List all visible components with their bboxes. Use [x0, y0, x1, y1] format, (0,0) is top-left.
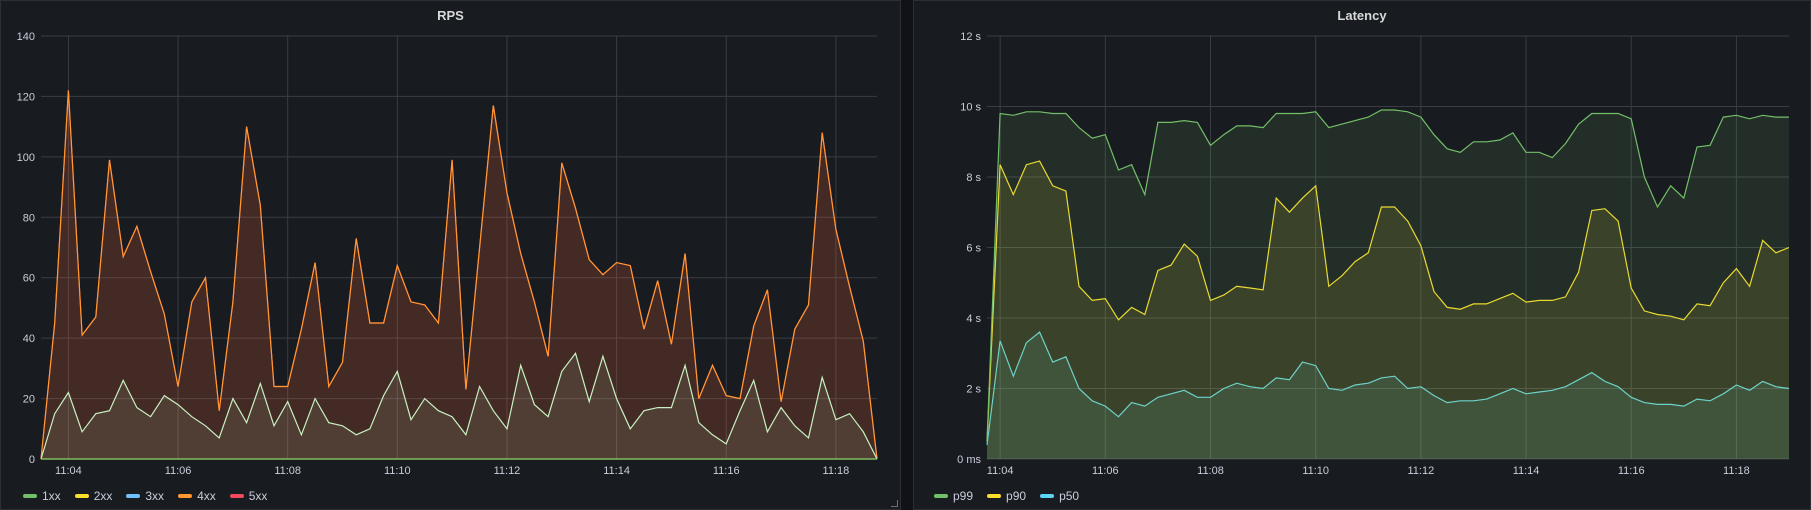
x-tick-label: 11:06 — [165, 465, 192, 477]
y-tick-label: 6 s — [966, 243, 981, 255]
series-area-3xx — [41, 353, 877, 459]
legend-item-5xx[interactable]: 5xx — [229, 489, 268, 503]
legend-label: 3xx — [145, 489, 165, 503]
y-tick-label: 10 s — [960, 102, 981, 114]
legend-swatch — [229, 494, 244, 498]
series-line-p99[interactable] — [986, 109, 1789, 442]
legend-item-2xx[interactable]: 2xx — [74, 489, 113, 503]
y-tick-label: 120 — [17, 91, 35, 103]
x-tick-label: 11:18 — [823, 465, 850, 477]
y-tick-label: 0 ms — [957, 454, 981, 466]
series-line-3xx[interactable] — [40, 351, 878, 460]
series-area-p99 — [987, 110, 1789, 459]
series-line-4xx[interactable] — [40, 90, 878, 460]
legend-item-1xx[interactable]: 1xx — [23, 489, 61, 503]
y-tick-label: 8 s — [966, 172, 981, 184]
series-area-p50 — [987, 332, 1789, 459]
legend-item-3xx[interactable]: 3xx — [126, 489, 164, 503]
legend-label: 4xx — [197, 489, 216, 503]
legend-swatch — [1040, 494, 1055, 498]
x-tick-label: 11:10 — [1302, 465, 1329, 477]
y-tick-label: 60 — [23, 273, 35, 285]
legend-swatch — [934, 494, 948, 498]
series-line-p90[interactable] — [986, 160, 1790, 442]
x-tick-label: 11:08 — [1197, 465, 1224, 477]
legend-swatch — [178, 494, 193, 498]
legend-swatch — [74, 494, 89, 498]
x-tick-label: 11:14 — [1513, 465, 1540, 477]
legend-swatch — [23, 494, 37, 498]
x-tick-label: 11:04 — [987, 465, 1014, 477]
y-tick-label: 2 s — [966, 384, 981, 396]
y-tick-label: 20 — [23, 394, 35, 406]
x-tick-label: 11:12 — [494, 465, 521, 477]
series-line-p50[interactable] — [986, 331, 1790, 445]
legend-label: p50 — [1059, 489, 1080, 503]
legend-label: p90 — [1006, 489, 1027, 503]
legend-label: p99 — [953, 489, 974, 503]
legend-item-p99[interactable]: p99 — [934, 489, 973, 503]
panel-title[interactable]: Latency — [1337, 8, 1387, 23]
x-tick-label: 11:06 — [1092, 465, 1119, 477]
y-tick-label: 12 s — [960, 31, 981, 43]
legend-swatch — [126, 494, 141, 498]
legend-label: 1xx — [42, 489, 61, 503]
x-tick-label: 11:04 — [55, 465, 82, 477]
y-tick-label: 140 — [17, 31, 35, 43]
legend-label: 5xx — [248, 489, 268, 503]
x-tick-label: 11:10 — [384, 465, 411, 477]
y-tick-label: 100 — [17, 152, 35, 164]
rps-panel: RPS 0 20 40 60 80 100 120 140 11:04 11:06 11:08 11:… — [0, 0, 901, 510]
x-tick-label: 11:16 — [1618, 465, 1645, 477]
y-tick-label: 0 — [29, 454, 35, 466]
x-tick-label: 11:08 — [274, 465, 301, 477]
rps-chart: 0 20 40 60 80 100 120 140 11:04 11:06 11:08 11:10 11… — [17, 31, 878, 477]
x-tick-label: 11:14 — [603, 465, 630, 477]
x-tick-label: 11:16 — [713, 465, 740, 477]
y-tick-label: 80 — [23, 212, 35, 224]
resize-handle[interactable] — [891, 500, 898, 507]
legend-item-p90[interactable]: p90 — [987, 489, 1026, 503]
panel-title[interactable]: RPS — [437, 8, 464, 23]
x-tick-label: 11:12 — [1408, 465, 1435, 477]
legend-item-p50[interactable]: p50 — [1040, 489, 1079, 503]
y-tick-label: 4 s — [966, 313, 981, 325]
legend-label: 2xx — [93, 489, 113, 503]
series-area-p90 — [987, 161, 1789, 459]
latency-panel: Latency 0 ms 2 s 4 s 6 s 8 s 10 s 12 s 11:04 11:… — [913, 0, 1811, 510]
legend-item-4xx[interactable]: 4xx — [178, 489, 216, 503]
y-tick-label: 40 — [23, 333, 35, 345]
latency-legend: p99 p90 p50 — [934, 489, 1079, 503]
rps-legend: 1xx 2xx 3xx 4xx 5xx — [23, 489, 267, 503]
legend-swatch — [987, 494, 1002, 498]
latency-chart: 0 ms 2 s 4 s 6 s 8 s 10 s 12 s 11:04 11:06 11:08 1… — [957, 31, 1790, 477]
x-tick-label: 11:18 — [1723, 465, 1750, 477]
